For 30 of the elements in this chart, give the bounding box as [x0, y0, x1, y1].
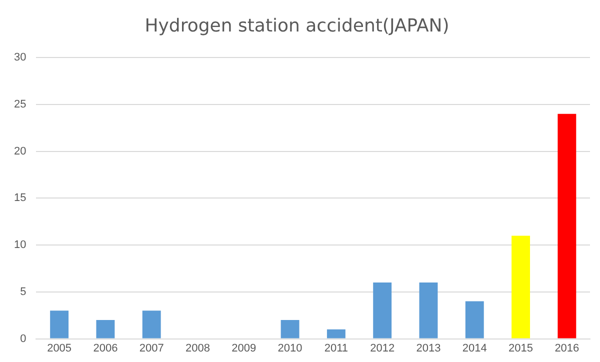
y-tick-label: 10: [14, 239, 26, 252]
bar: [558, 114, 576, 338]
x-tick-label: 2009: [232, 342, 256, 354]
y-tick-label: 0: [20, 332, 26, 345]
y-tick-label: 20: [14, 145, 26, 158]
x-tick-label: 2005: [47, 342, 72, 354]
x-tick-label: 2015: [508, 342, 534, 354]
x-tick-label: 2007: [139, 342, 164, 354]
bar: [326, 329, 346, 338]
bar: [142, 310, 161, 338]
x-tick-label: 2006: [93, 342, 118, 354]
x-tick-label: 2011: [324, 342, 348, 354]
bar: [419, 282, 438, 338]
bar: [373, 282, 392, 338]
x-tick-label: 2010: [278, 342, 302, 354]
chart-title: Hydrogen station accident(JAPAN): [144, 15, 450, 36]
y-tick-label: 30: [14, 52, 26, 64]
x-tick-label: 2013: [416, 342, 441, 354]
bar: [465, 301, 484, 338]
x-tick-label: 2014: [462, 342, 487, 354]
bar: [512, 236, 530, 338]
bar: [96, 320, 115, 338]
bar: [280, 320, 300, 338]
x-tick-label: 2016: [554, 342, 580, 354]
y-tick-label: 25: [14, 98, 26, 110]
x-tick-label: 2012: [370, 342, 395, 354]
y-tick-label: 5: [20, 286, 26, 298]
x-tick-label: 2008: [186, 342, 210, 354]
bar: [50, 310, 69, 338]
y-tick-label: 15: [14, 192, 26, 204]
